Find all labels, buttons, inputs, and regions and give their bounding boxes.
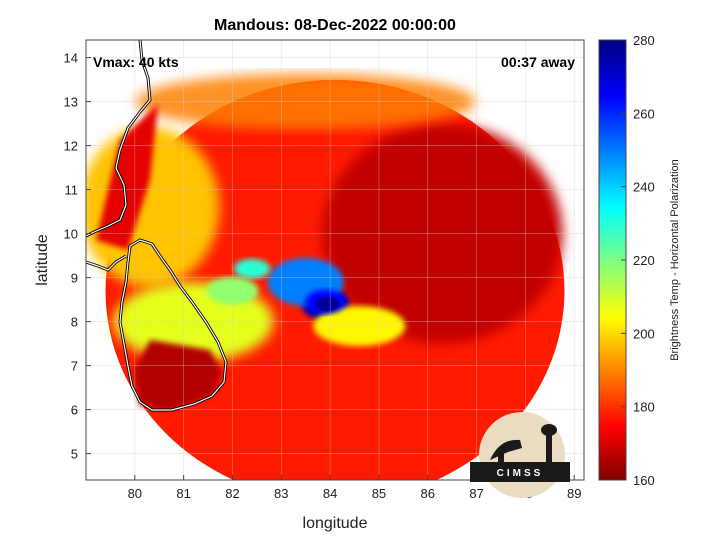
- x-tick-label: 82: [225, 486, 239, 501]
- y-tick-label: 12: [64, 139, 78, 154]
- colorbar-tick-label: 180: [633, 400, 655, 415]
- colorbar-tick-label: 200: [633, 326, 655, 341]
- vmax-annotation: Vmax: 40 kts: [93, 54, 179, 70]
- colorbar-tick-label: 240: [633, 180, 655, 195]
- x-tick-label: 80: [128, 486, 142, 501]
- colorbar-tick-label: 160: [633, 473, 655, 488]
- cimss-logo: CIMSS: [470, 412, 570, 498]
- cold-core: [315, 297, 340, 311]
- swath-image: [86, 73, 565, 480]
- x-tick-label: 86: [421, 486, 435, 501]
- logo-tower-icon: [541, 424, 557, 436]
- x-tick-label: 81: [176, 486, 190, 501]
- coastline-india-south-inner: [86, 255, 127, 271]
- y-tick-label: 9: [71, 271, 78, 286]
- time-away-annotation: 00:37 away: [501, 54, 575, 70]
- logo-text: CIMSS: [497, 468, 544, 479]
- colorbar-tick-label: 260: [633, 106, 655, 121]
- y-tick-label: 14: [64, 51, 78, 66]
- colorbar-tick-label: 280: [633, 33, 655, 48]
- y-tick-label: 8: [71, 315, 78, 330]
- logo-dish-stand: [498, 448, 504, 462]
- coastline: [86, 40, 228, 412]
- cold-feature-6: [313, 306, 406, 346]
- y-axis: 5 6 7 8 9 10 11 12 13 14: [64, 51, 91, 462]
- chart-title: Mandous: 08-Dec-2022 00:00:00: [214, 17, 456, 34]
- y-tick-label: 5: [71, 447, 78, 462]
- y-tick-label: 10: [64, 227, 78, 242]
- colorbar-ticks: 280 260 240 220 200 180 160: [621, 33, 655, 488]
- x-tick-label: 89: [567, 486, 581, 501]
- y-tick-label: 13: [64, 95, 78, 110]
- x-tick-label: 84: [323, 486, 337, 501]
- y-axis-title: latitude: [34, 234, 51, 286]
- colorbar: 280 260 240 220 200 180 160 Brightness Temp - …: [598, 33, 681, 488]
- colorbar-tick-label: 220: [633, 253, 655, 268]
- coastline-india-inner: [86, 40, 151, 237]
- y-tick-label: 6: [71, 403, 78, 418]
- cold-feature-3: [234, 258, 270, 279]
- colorbar-label: Brightness Temp - Horizontal Polarizatio…: [669, 159, 681, 361]
- x-tick-label: 87: [469, 486, 483, 501]
- coastline-sri-lanka-inner: [119, 239, 227, 411]
- swath-land-warm: [134, 340, 222, 410]
- x-tick-label: 85: [372, 486, 386, 501]
- grid: [86, 40, 584, 480]
- logo-bar: [470, 462, 570, 482]
- y-tick-label: 7: [71, 359, 78, 374]
- axes-frame: [85, 39, 585, 481]
- logo-tower-leg: [546, 434, 552, 462]
- y-tick-label: 11: [65, 183, 79, 198]
- x-tick-label: 83: [274, 486, 288, 501]
- swath-india-warm: [96, 104, 158, 250]
- x-axis-title: longitude: [303, 515, 368, 532]
